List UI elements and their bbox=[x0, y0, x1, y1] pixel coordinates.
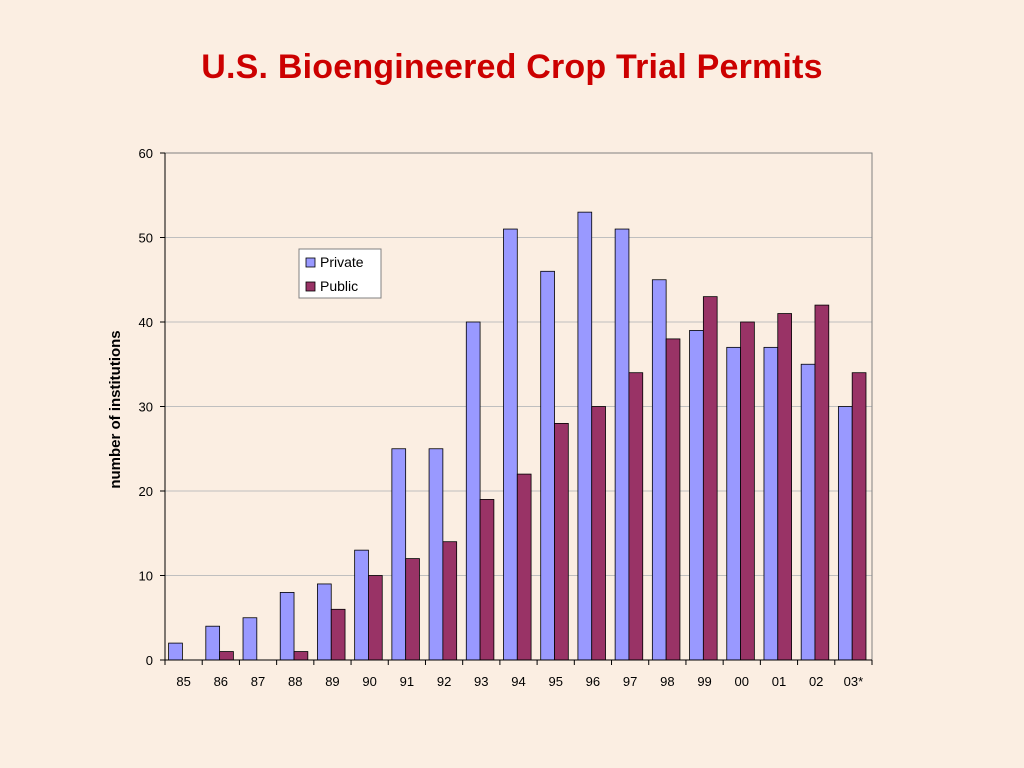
bar-private-01 bbox=[763, 346, 779, 661]
bar-public-86 bbox=[219, 651, 234, 661]
bar-public-90 bbox=[368, 575, 383, 661]
bar-private-95 bbox=[540, 270, 555, 661]
bar-public-95 bbox=[554, 422, 569, 661]
x-tick-label: 85 bbox=[176, 674, 190, 689]
bar-private-94 bbox=[503, 228, 518, 661]
bar-public-01 bbox=[777, 313, 792, 661]
x-tick-label: 96 bbox=[586, 674, 600, 689]
bar-public-89 bbox=[330, 608, 346, 661]
x-tick-label: 95 bbox=[548, 674, 562, 689]
y-tick-label: 60 bbox=[139, 146, 153, 161]
y-tick-label: 20 bbox=[139, 484, 153, 499]
bar-public-03* bbox=[851, 372, 867, 661]
x-tick-label: 90 bbox=[362, 674, 376, 689]
legend-swatch-public bbox=[305, 281, 316, 292]
x-tick-label: 92 bbox=[437, 674, 451, 689]
bar-public-93 bbox=[479, 499, 495, 661]
chart-title: U.S. Bioengineered Crop Trial Permits bbox=[201, 48, 823, 86]
x-tick-label: 91 bbox=[400, 674, 414, 689]
bar-private-88 bbox=[279, 592, 295, 661]
bar-public-92 bbox=[442, 541, 458, 661]
bar-private-92 bbox=[428, 448, 444, 661]
bar-public-00 bbox=[740, 321, 755, 661]
bar-public-97 bbox=[628, 372, 644, 661]
x-tick-label: 89 bbox=[325, 674, 339, 689]
x-tick-label: 93 bbox=[474, 674, 488, 689]
bar-private-93 bbox=[465, 321, 481, 661]
x-tick-label: 00 bbox=[735, 674, 749, 689]
y-tick-label: 0 bbox=[146, 653, 153, 668]
bar-private-97 bbox=[614, 228, 630, 661]
bar-public-98 bbox=[665, 338, 681, 661]
x-tick-label: 03* bbox=[844, 674, 864, 689]
x-tick-label: 02 bbox=[809, 674, 823, 689]
y-tick-label: 50 bbox=[139, 231, 153, 246]
bar-private-87 bbox=[242, 617, 258, 661]
bar-public-91 bbox=[405, 558, 420, 661]
x-tick-label: 86 bbox=[214, 674, 228, 689]
bar-public-96 bbox=[591, 406, 606, 661]
y-tick-label: 40 bbox=[139, 315, 153, 330]
x-tick-label: 88 bbox=[288, 674, 302, 689]
bar-private-96 bbox=[577, 211, 593, 661]
legend-label-private: Private bbox=[320, 254, 364, 270]
bar-private-89 bbox=[317, 583, 332, 661]
bar-private-91 bbox=[391, 448, 407, 661]
bar-public-88 bbox=[293, 651, 309, 661]
bar-private-86 bbox=[205, 625, 221, 661]
y-axis-title: number of institutions bbox=[107, 330, 124, 488]
legend: Private Public bbox=[298, 248, 382, 299]
x-tick-label: 98 bbox=[660, 674, 674, 689]
x-tick-label: 94 bbox=[511, 674, 525, 689]
bar-private-00 bbox=[726, 346, 741, 661]
x-tick-label: 97 bbox=[623, 674, 637, 689]
bar-private-03* bbox=[837, 406, 853, 661]
bar-private-98 bbox=[651, 279, 667, 661]
y-tick-label: 10 bbox=[139, 569, 153, 584]
bar-private-02 bbox=[800, 363, 816, 661]
bars bbox=[168, 211, 867, 661]
bar-public-99 bbox=[702, 296, 718, 661]
legend-label-public: Public bbox=[320, 278, 358, 294]
legend-swatch-private bbox=[305, 257, 316, 268]
bar-public-94 bbox=[516, 473, 532, 661]
bar-private-85 bbox=[168, 642, 183, 661]
x-tick-label: 01 bbox=[772, 674, 786, 689]
x-tick-label: 87 bbox=[251, 674, 265, 689]
y-tick-label: 30 bbox=[139, 400, 153, 415]
x-tick-label: 99 bbox=[697, 674, 711, 689]
bar-private-90 bbox=[354, 549, 369, 661]
bar-private-99 bbox=[689, 330, 704, 661]
bar-public-02 bbox=[814, 304, 830, 661]
